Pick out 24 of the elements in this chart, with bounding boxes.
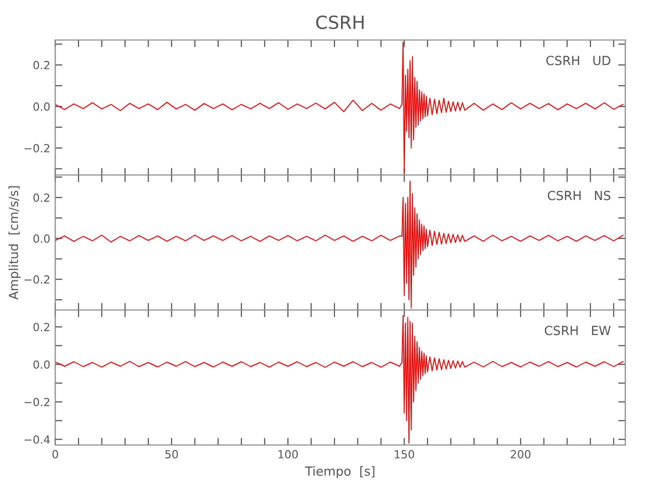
x-axis-title: Tiempo [s] (305, 466, 374, 478)
y-tick-label: −0.4 (24, 435, 50, 444)
line-series (55, 42, 624, 174)
annotation: CSRH UD (546, 56, 610, 66)
y-tick-label: 0.0 (33, 234, 50, 243)
y-axis-title: Amplitud [cm/s/s] (8, 186, 21, 300)
y-tick-label: 0.0 (33, 102, 50, 111)
x-tick-label: 50 (165, 450, 178, 458)
x-tick-label: 100 (278, 450, 298, 458)
chart-title: CSRH (316, 15, 364, 30)
x-tick-label: 150 (394, 450, 414, 458)
x-tick-label: 200 (510, 450, 530, 458)
line-series (55, 315, 624, 444)
annotation: CSRH EW (544, 326, 611, 336)
y-tick-label: −0.2 (24, 398, 50, 406)
y-tick-label: 0.0 (33, 360, 50, 369)
y-tick-label: 0.2 (33, 60, 50, 70)
line-series (55, 180, 624, 308)
x-tick-label: 0 (52, 450, 58, 458)
y-tick-label: −0.2 (24, 275, 50, 284)
y-tick-label: 0.2 (33, 193, 50, 202)
y-tick-label: −0.2 (24, 144, 50, 152)
y-tick-label: 0.2 (33, 322, 50, 332)
annotation: CSRH NS (548, 190, 610, 200)
